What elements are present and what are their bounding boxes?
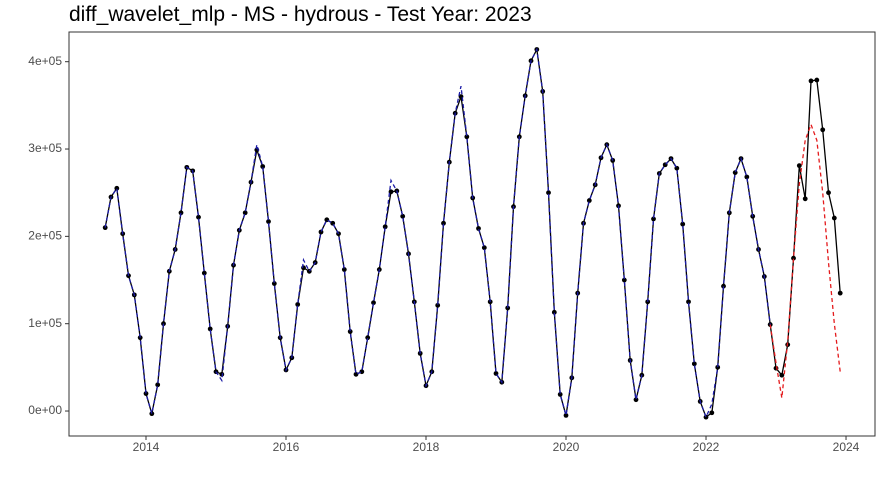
data-point bbox=[242, 210, 248, 216]
data-point bbox=[102, 225, 108, 231]
data-point bbox=[779, 372, 785, 378]
data-point bbox=[481, 245, 487, 251]
x-tick-label: 2016 bbox=[273, 440, 300, 454]
data-point bbox=[633, 397, 639, 403]
data-point bbox=[365, 335, 371, 341]
data-point bbox=[266, 219, 271, 224]
data-point bbox=[382, 224, 388, 230]
data-point bbox=[149, 411, 155, 417]
data-point bbox=[546, 190, 551, 196]
y-tick-label: 1e+05 bbox=[28, 316, 62, 330]
data-point bbox=[155, 382, 161, 388]
data-point bbox=[196, 214, 201, 220]
y-tick-label: 3e+05 bbox=[28, 141, 62, 155]
data-point bbox=[476, 226, 481, 231]
data-point bbox=[586, 198, 592, 203]
data-point bbox=[400, 213, 406, 219]
x-tick-label: 2022 bbox=[693, 440, 720, 454]
data-point bbox=[505, 305, 511, 311]
data-point bbox=[295, 302, 301, 307]
data-point bbox=[201, 270, 207, 276]
data-point bbox=[371, 300, 376, 306]
y-tick-label: 4e+05 bbox=[28, 54, 62, 68]
data-point bbox=[744, 174, 750, 180]
data-point bbox=[820, 127, 826, 133]
x-tick-label: 2018 bbox=[413, 440, 440, 454]
data-point bbox=[680, 221, 686, 227]
data-point bbox=[703, 414, 709, 420]
data-point bbox=[621, 277, 627, 283]
data-point bbox=[435, 302, 441, 308]
panel-border bbox=[68, 31, 876, 437]
x-tick-label: 2024 bbox=[833, 440, 860, 454]
data-point bbox=[796, 163, 802, 169]
series-line bbox=[769, 122, 841, 399]
data-point bbox=[114, 185, 120, 191]
data-point bbox=[691, 361, 697, 367]
data-point bbox=[260, 164, 266, 169]
data-point bbox=[802, 196, 808, 202]
data-point bbox=[271, 281, 277, 286]
data-point bbox=[715, 364, 721, 370]
series-line bbox=[104, 47, 841, 419]
data-point bbox=[464, 134, 470, 140]
data-point bbox=[808, 78, 814, 84]
data-point bbox=[557, 392, 563, 397]
data-point bbox=[709, 410, 715, 416]
data-point bbox=[831, 215, 837, 221]
data-point bbox=[301, 265, 306, 271]
data-point bbox=[178, 210, 184, 216]
data-point bbox=[651, 216, 656, 222]
data-point bbox=[219, 371, 225, 377]
data-point bbox=[686, 299, 691, 305]
x-tick-label: 2020 bbox=[553, 440, 580, 454]
data-point bbox=[359, 369, 365, 375]
data-point bbox=[347, 329, 353, 334]
data-point bbox=[318, 229, 324, 235]
data-point bbox=[441, 220, 446, 226]
data-point bbox=[207, 326, 213, 332]
series-line bbox=[104, 47, 771, 419]
data-point bbox=[721, 283, 726, 289]
data-point bbox=[814, 77, 820, 83]
data-point bbox=[551, 309, 557, 315]
x-tick-label: 2014 bbox=[133, 440, 160, 454]
data-point bbox=[826, 190, 831, 196]
data-point bbox=[563, 412, 569, 418]
data-point bbox=[143, 391, 149, 396]
data-point bbox=[341, 267, 347, 272]
data-point bbox=[837, 290, 843, 296]
data-point bbox=[791, 255, 796, 261]
chart-title: diff_wavelet_mlp - MS - hydrous - Test Y… bbox=[69, 3, 532, 26]
data-point bbox=[645, 299, 651, 305]
y-tick-label: 2e+05 bbox=[28, 229, 62, 243]
y-tick-label: 0e+00 bbox=[28, 403, 62, 417]
